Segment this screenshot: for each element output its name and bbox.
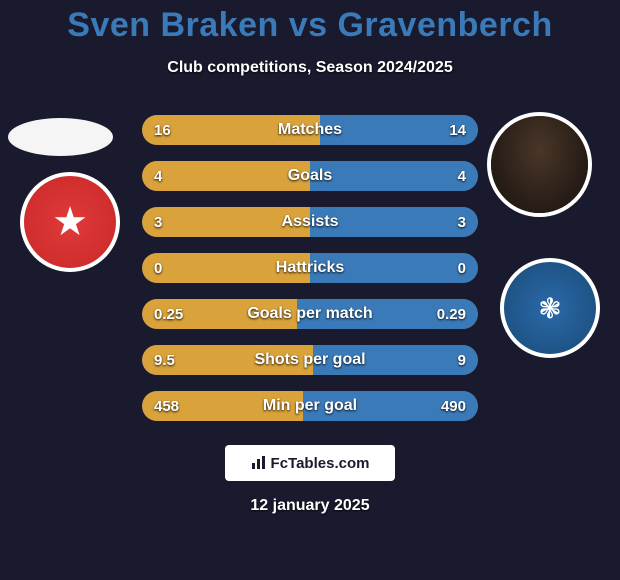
player-left-avatar bbox=[8, 118, 113, 156]
stat-value-right: 3 bbox=[458, 214, 466, 231]
fctables-label: FcTables.com bbox=[271, 455, 370, 472]
stat-value-left: 0.25 bbox=[154, 306, 183, 323]
club-left-badge: ★ bbox=[20, 172, 120, 272]
comparison-subtitle: Club competitions, Season 2024/2025 bbox=[167, 59, 452, 77]
stat-row: 0 Hattricks 0 bbox=[142, 253, 478, 283]
stat-fill-left bbox=[142, 161, 310, 191]
stat-row: 0.25 Goals per match 0.29 bbox=[142, 299, 478, 329]
stat-value-right: 4 bbox=[458, 168, 466, 185]
stat-row: 458 Min per goal 490 bbox=[142, 391, 478, 421]
stat-value-left: 16 bbox=[154, 122, 171, 139]
fctables-badge[interactable]: FcTables.com bbox=[225, 445, 395, 481]
stat-label: Matches bbox=[278, 121, 342, 139]
club-right-badge: ❃ bbox=[500, 258, 600, 358]
stat-value-left: 0 bbox=[154, 260, 162, 277]
stat-value-right: 0 bbox=[458, 260, 466, 277]
dragon-icon: ❃ bbox=[538, 292, 561, 325]
stat-value-right: 0.29 bbox=[437, 306, 466, 323]
stat-label: Assists bbox=[282, 213, 339, 231]
chart-icon bbox=[251, 455, 267, 472]
stat-label: Goals bbox=[288, 167, 332, 185]
comparison-date: 12 january 2025 bbox=[250, 497, 369, 515]
stat-row: 16 Matches 14 bbox=[142, 115, 478, 145]
star-icon: ★ bbox=[52, 199, 88, 245]
stat-label: Hattricks bbox=[276, 259, 344, 277]
player-right-avatar bbox=[487, 112, 592, 217]
stat-row: 3 Assists 3 bbox=[142, 207, 478, 237]
stat-value-right: 490 bbox=[441, 398, 466, 415]
stat-value-left: 4 bbox=[154, 168, 162, 185]
stat-row: 4 Goals 4 bbox=[142, 161, 478, 191]
stat-value-left: 9.5 bbox=[154, 352, 175, 369]
stat-value-right: 9 bbox=[458, 352, 466, 369]
stats-table: 16 Matches 14 4 Goals 4 3 Assists 3 0 Hattricks 0 0.… bbox=[142, 115, 478, 421]
player-photo-placeholder bbox=[491, 116, 588, 213]
stat-row: 9.5 Shots per goal 9 bbox=[142, 345, 478, 375]
stat-value-left: 458 bbox=[154, 398, 179, 415]
stat-label: Goals per match bbox=[247, 305, 372, 323]
stat-value-left: 3 bbox=[154, 214, 162, 231]
stat-fill-right bbox=[310, 161, 478, 191]
stat-label: Shots per goal bbox=[254, 351, 365, 369]
stat-value-right: 14 bbox=[449, 122, 466, 139]
comparison-title: Sven Braken vs Gravenberch bbox=[67, 6, 552, 45]
stat-label: Min per goal bbox=[263, 397, 357, 415]
